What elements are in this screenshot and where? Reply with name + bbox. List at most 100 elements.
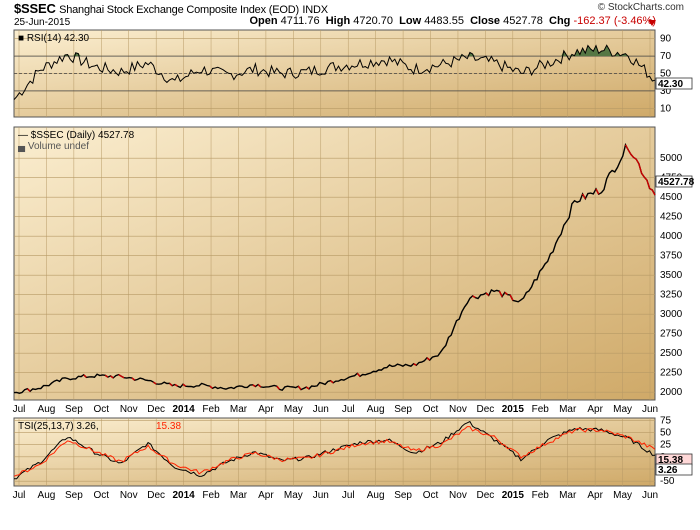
x-tick-label: Jun xyxy=(642,490,658,501)
x-tick-label: Nov xyxy=(449,490,467,501)
price-down-segment xyxy=(649,187,653,191)
x-tick-label: Oct xyxy=(94,404,110,415)
rsi-overbought-fill xyxy=(14,45,655,57)
x-tick-label: Sep xyxy=(65,404,83,415)
rsi-last-value: 42.30 xyxy=(658,79,683,90)
x-tick-label: Oct xyxy=(94,490,110,501)
tsi-signal-last-value: 15.38 xyxy=(658,455,683,466)
price-down-segment xyxy=(413,363,417,366)
price-down-segment xyxy=(472,295,476,299)
x-tick-label: Jun xyxy=(313,490,329,501)
x-tick-label: Mar xyxy=(559,404,577,415)
x-tick-label: 2015 xyxy=(502,404,525,415)
price-panel xyxy=(13,126,656,401)
price-down-segment xyxy=(252,384,256,388)
price-down-segment xyxy=(624,144,629,151)
x-tick-label: Jun xyxy=(313,404,329,415)
price-down-segment xyxy=(131,377,136,381)
volume-legend: ▄ Volume undef xyxy=(18,141,89,153)
tsi-series-line-1 xyxy=(13,426,656,477)
x-tick-label: May xyxy=(613,404,632,415)
chart-symbol-title: $SSEC Shanghai Stock Exchange Composite … xyxy=(14,1,328,16)
x-tick-label: Sep xyxy=(394,490,412,501)
price-y-tick-label: 2500 xyxy=(660,348,683,359)
x-tick-label: Apr xyxy=(587,490,603,501)
exchange: INDX xyxy=(302,4,328,16)
price-y-tick-label: 4500 xyxy=(660,192,683,203)
x-tick-label: Oct xyxy=(423,404,439,415)
x-tick-label: 2014 xyxy=(172,490,195,501)
symbol: $SSEC xyxy=(14,1,56,16)
price-legend: — $SSEC (Daily) 4527.78 xyxy=(18,130,135,141)
x-tick-label: 2014 xyxy=(172,404,195,415)
x-tick-label: Aug xyxy=(367,404,385,415)
chart-date: 25-Jun-2015 xyxy=(14,17,71,28)
tsi-series-line-0 xyxy=(13,420,656,480)
x-tick-label: Feb xyxy=(532,404,550,415)
rsi-y-tick-label: 90 xyxy=(660,34,672,45)
tsi-y-tick-label: -50 xyxy=(660,476,675,487)
x-tick-label: Dec xyxy=(476,490,494,501)
x-tick-label: Mar xyxy=(230,490,248,501)
price-y-tick-label: 2250 xyxy=(660,368,683,379)
index-name: Shanghai Stock Exchange Composite Index … xyxy=(59,4,299,16)
x-tick-label: Dec xyxy=(147,404,165,415)
price-down-segment xyxy=(118,374,122,377)
x-tick-label: Jun xyxy=(642,404,658,415)
chg-value: -162.37 (-3.46%) xyxy=(573,15,656,27)
x-tick-label: Dec xyxy=(476,404,494,415)
high-label: High xyxy=(325,15,351,27)
chg-label: Chg xyxy=(549,15,571,27)
price-y-tick-label: 3000 xyxy=(660,309,683,320)
x-tick-label: May xyxy=(613,490,632,501)
down-arrow-icon xyxy=(648,20,656,26)
price-down-segment xyxy=(635,158,640,165)
x-tick-label: Oct xyxy=(423,490,439,501)
close-value: 4527.78 xyxy=(503,15,543,27)
tsi-last-value: 3.26 xyxy=(658,465,678,476)
price-down-segment xyxy=(509,294,514,301)
x-tick-label: Nov xyxy=(120,404,138,415)
close-label: Close xyxy=(470,15,501,27)
price-y-tick-label: 2000 xyxy=(660,387,683,398)
rsi-legend: ■ RSI(14) 42.30 xyxy=(18,33,90,44)
price-down-segment xyxy=(276,385,281,390)
price-down-segment xyxy=(110,375,114,379)
price-down-segment xyxy=(209,385,213,389)
rsi-series-line-0 xyxy=(13,44,656,100)
price-down-segment xyxy=(651,189,656,196)
price-down-segment xyxy=(646,179,651,189)
price-down-segment xyxy=(120,375,125,379)
x-tick-label: 2015 xyxy=(502,490,525,501)
price-down-segment xyxy=(182,383,187,387)
tsi-y-tick-label: 75 xyxy=(660,415,672,426)
price-down-segment xyxy=(297,385,302,391)
x-tick-label: Mar xyxy=(559,490,577,501)
price-last-value-box xyxy=(655,175,693,188)
x-tick-label: Apr xyxy=(258,404,274,415)
price-down-segment xyxy=(643,176,648,181)
tsi-legend: TSI(25,13,7) 3.26, xyxy=(18,421,99,432)
x-tick-label: Feb xyxy=(202,490,220,501)
price-down-segment xyxy=(26,388,31,392)
price-y-tick-label: 5000 xyxy=(660,153,683,164)
price-down-segment xyxy=(630,153,635,158)
x-tick-label: Feb xyxy=(202,404,220,415)
price-down-segment xyxy=(641,172,645,178)
price-down-segment xyxy=(169,382,173,387)
rsi-y-tick-label: 50 xyxy=(660,69,672,80)
price-y-tick-label: 3250 xyxy=(660,290,683,301)
x-tick-label: Sep xyxy=(394,404,412,415)
open-label: Open xyxy=(249,15,278,27)
price-last-value: 4527.78 xyxy=(658,177,695,188)
x-tick-label: Apr xyxy=(587,404,603,415)
rsi-last-value-box xyxy=(655,77,693,90)
x-tick-label: Aug xyxy=(38,404,56,415)
x-tick-label: May xyxy=(284,490,303,501)
price-down-segment xyxy=(581,193,586,200)
price-down-segment xyxy=(257,383,262,388)
rsi-y-tick-label: 70 xyxy=(660,51,672,62)
price-down-segment xyxy=(83,374,87,378)
price-down-segment xyxy=(153,381,157,385)
